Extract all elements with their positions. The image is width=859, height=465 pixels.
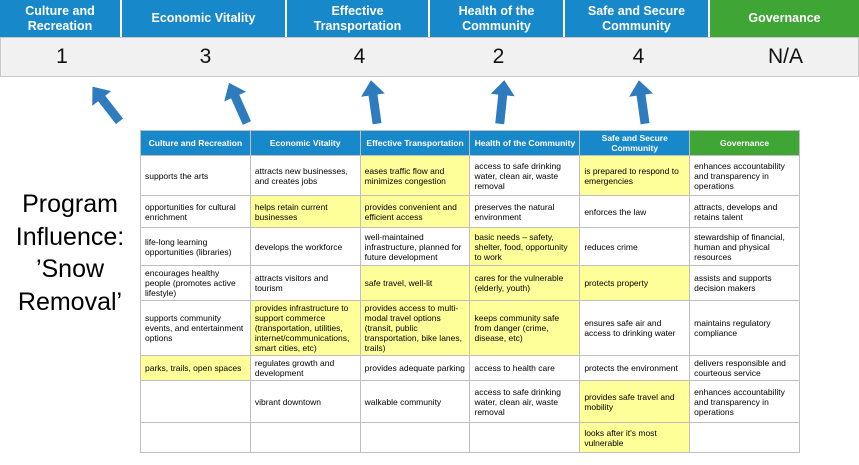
matrix-cell: access to safe drinking water, clean air…	[469, 155, 581, 197]
matrix-cell: vibrant downtown	[249, 380, 361, 424]
matrix-header: Economic Vitality	[249, 129, 361, 157]
priority-score: 2	[492, 45, 505, 68]
matrix-cell-highlighted: provides safe travel and mobility	[579, 380, 691, 424]
matrix-header: Governance	[689, 129, 800, 157]
matrix-cell: enhances accountability and transparency…	[689, 155, 800, 197]
matrix-cell: life-long learning opportunities (librar…	[140, 227, 251, 267]
matrix-cell: reduces crime	[579, 227, 691, 267]
matrix-cell-highlighted: eases traffic flow and minimizes congest…	[359, 155, 471, 197]
matrix-cell: supports community events, and entertain…	[140, 300, 251, 357]
matrix-cell	[140, 422, 251, 454]
matrix-cell-highlighted: protects property	[579, 265, 691, 302]
priority-header: Economic Vitality	[122, 0, 287, 37]
matrix-cell	[689, 422, 800, 454]
matrix-row: life-long learning opportunities (librar…	[140, 227, 800, 267]
matrix-cell-highlighted: provides convenient and efficient access	[359, 195, 471, 229]
matrix-cell-highlighted: parks, trails, open spaces	[140, 355, 251, 382]
matrix-cell: ensures safe air and access to drinking …	[579, 300, 691, 357]
influence-matrix: Culture and Recreation Economic Vitality E…	[140, 129, 800, 454]
matrix-cell: provides adequate parking	[359, 355, 471, 382]
up-arrow-icon	[486, 79, 518, 126]
matrix-row: supports the arts attracts new businesses…	[140, 155, 800, 197]
influence-arrows	[0, 78, 859, 130]
matrix-cell: well-maintained infrastructure, planned …	[359, 227, 471, 267]
matrix-cell: assists and supports decision makers	[689, 265, 800, 302]
up-arrow-icon	[357, 78, 391, 125]
matrix-cell-highlighted: helps retain current businesses	[249, 195, 361, 229]
matrix-cell: attracts, develops and retains talent	[689, 195, 800, 229]
matrix-cell: enhances accountability and transparency…	[689, 380, 800, 424]
matrix-row: looks after it's most vulnerable	[140, 422, 800, 454]
matrix-header: Health of the Community	[469, 129, 581, 157]
matrix-cell: attracts visitors and tourism	[249, 265, 361, 302]
matrix-cell: encourages healthy people (promotes acti…	[140, 265, 251, 302]
matrix-cell-highlighted: basic needs – safety, shelter, food, opp…	[469, 227, 581, 267]
matrix-cell	[469, 422, 581, 454]
matrix-row: encourages healthy people (promotes acti…	[140, 265, 800, 302]
matrix-cell	[359, 422, 471, 454]
matrix-cell	[140, 380, 251, 424]
matrix-cell: maintains regulatory compliance	[689, 300, 800, 357]
matrix-cell: preserves the natural environment	[469, 195, 581, 229]
up-arrow-icon	[625, 78, 659, 125]
priority-header: Governance	[710, 0, 859, 37]
matrix-header: Safe and Secure Community	[579, 129, 691, 157]
matrix-cell-highlighted: provides infrastructure to support comme…	[249, 300, 361, 357]
matrix-row: opportunities for cultural enrichment hel…	[140, 195, 800, 229]
matrix-row: supports community events, and entertain…	[140, 300, 800, 357]
matrix-cell-highlighted: cares for the vulnerable (elderly, youth…	[469, 265, 581, 302]
matrix-cell-highlighted: looks after it's most vulnerable	[579, 422, 691, 454]
priority-score: N/A	[767, 45, 803, 68]
priority-scoreboard: Culture and Recreation Economic Vitality E…	[0, 0, 859, 77]
matrix-cell-highlighted: is prepared to respond to emergencies	[579, 155, 691, 197]
matrix-header: Culture and Recreation	[140, 129, 251, 157]
program-influence-title: Program Influence: ’Snow Removal’	[15, 190, 125, 316]
priority-header: Culture and Recreation	[0, 0, 122, 37]
priority-score: 4	[353, 45, 366, 68]
matrix-cell: stewardship of financial, human and phys…	[689, 227, 800, 267]
matrix-cell-highlighted: keeps community safe from danger (crime,…	[469, 300, 581, 357]
priority-header: Effective Transportation	[287, 0, 430, 37]
priority-score: 1	[56, 45, 68, 68]
up-arrow-icon	[81, 78, 130, 130]
priority-header: Safe and Secure Community	[565, 0, 710, 37]
matrix-cell: regulates growth and development	[249, 355, 361, 382]
matrix-cell-highlighted: provides access to multi-modal travel op…	[359, 300, 471, 357]
matrix-cell: enforces the law	[579, 195, 691, 229]
matrix-cell: delivers responsible and courteous servi…	[689, 355, 800, 382]
matrix-header: Effective Transportation	[359, 129, 471, 157]
priority-score: 4	[632, 45, 645, 68]
matrix-cell: opportunities for cultural enrichment	[140, 195, 251, 229]
matrix-cell: attracts new businesses, and creates job…	[249, 155, 361, 197]
matrix-cell-highlighted: safe travel, well-lit	[359, 265, 471, 302]
matrix-cell: develops the workforce	[249, 227, 361, 267]
up-arrow-icon	[216, 77, 259, 129]
matrix-cell: access to safe drinking water, clean air…	[469, 380, 581, 424]
priority-header-row: Culture and Recreation Economic Vitality E…	[0, 0, 859, 37]
matrix-row: vibrant downtown walkable community access…	[140, 380, 800, 424]
matrix-cell: protects the environment	[579, 355, 691, 382]
matrix-cell: access to health care	[469, 355, 581, 382]
matrix-cell	[249, 422, 361, 454]
matrix-header-row: Culture and Recreation Economic Vitality E…	[140, 129, 800, 157]
matrix-cell: supports the arts	[140, 155, 251, 197]
matrix-row: parks, trails, open spaces regulates grow…	[140, 355, 800, 382]
priority-header: Health of the Community	[430, 0, 565, 37]
priority-score-row: 1 3 4 2 4 N/A	[0, 37, 859, 77]
priority-score: 3	[199, 45, 212, 68]
matrix-cell: walkable community	[359, 380, 471, 424]
